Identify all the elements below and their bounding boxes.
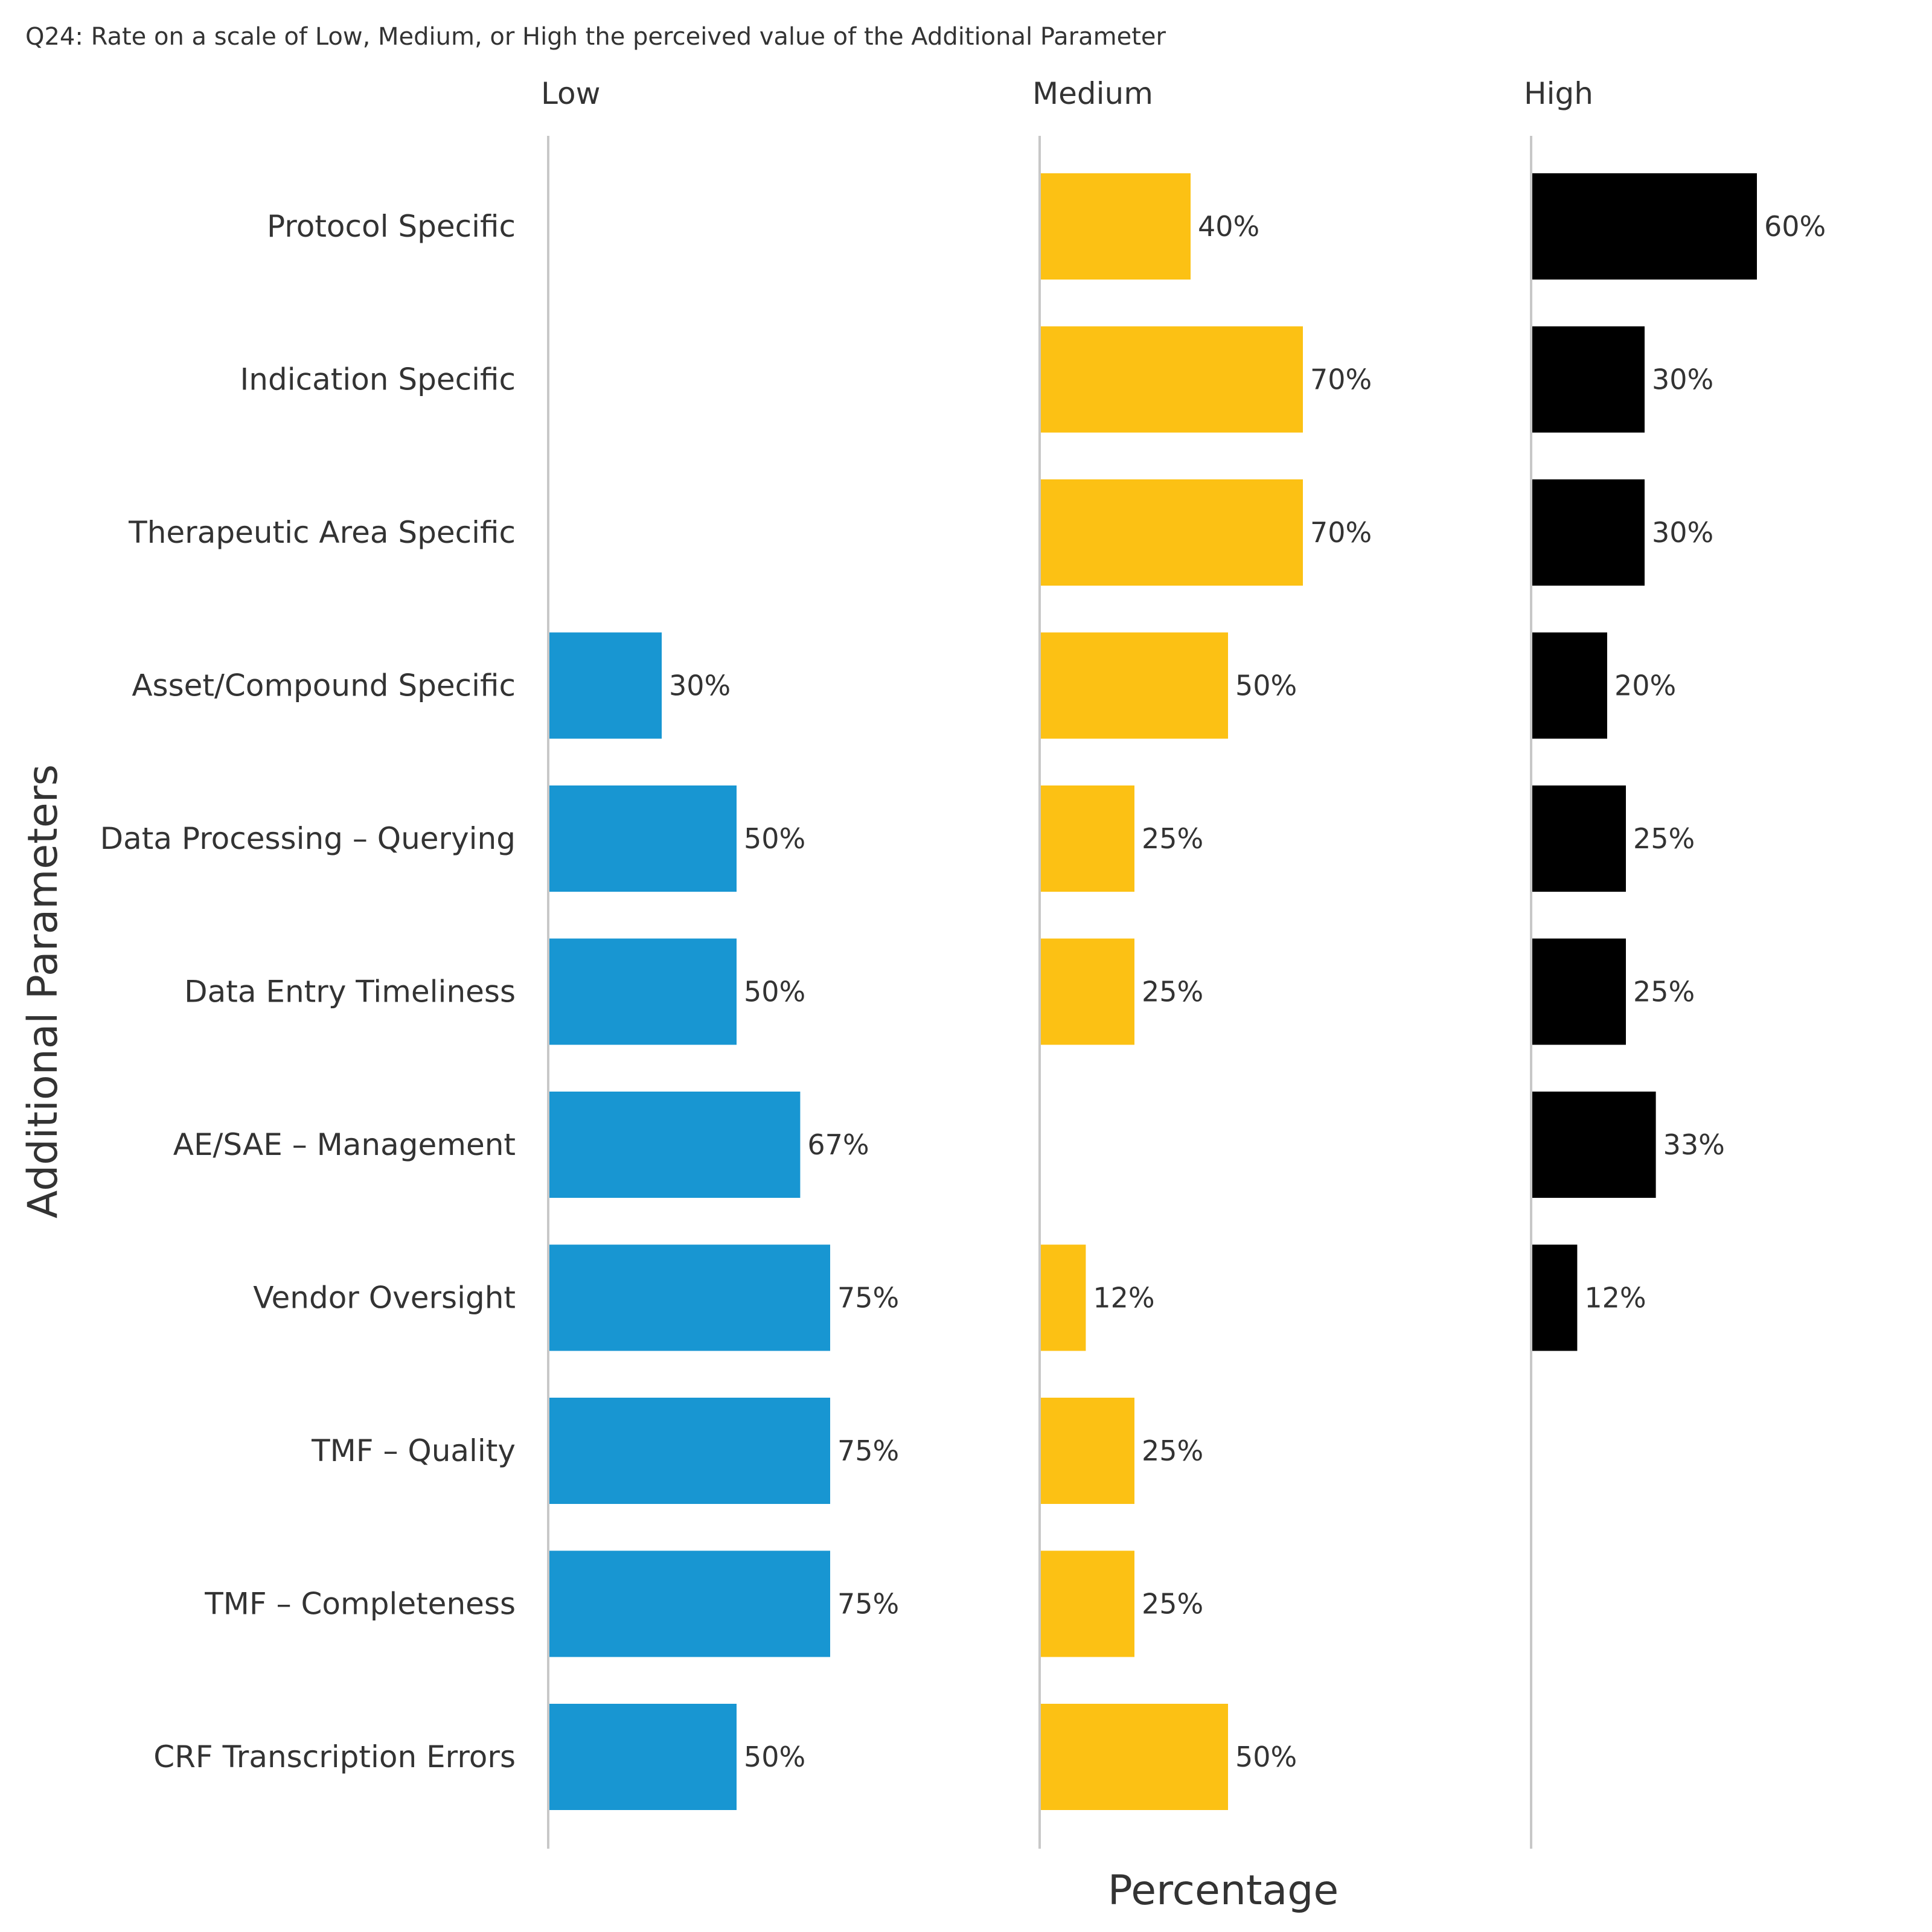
bar-medium-therapeutic-area-specific xyxy=(1041,479,1303,586)
value-label-high-data-entry-timeliness: 25% xyxy=(1633,976,1695,1008)
category-label-protocol-specific: Protocol Specific xyxy=(267,209,516,244)
value-label-high-asset-compound-specific: 20% xyxy=(1614,670,1676,702)
category-label-tmf-quality: TMF – Quality xyxy=(311,1433,516,1468)
bar-medium-asset-compound-specific xyxy=(1041,632,1228,739)
category-label-indication-specific: Indication Specific xyxy=(240,362,516,397)
bar-medium-data-processing-querying xyxy=(1041,785,1134,892)
bar-low-tmf-completeness xyxy=(549,1550,830,1657)
category-label-therapeutic-area-specific: Therapeutic Area Specific xyxy=(128,515,516,550)
category-label-data-entry-timeliness: Data Entry Timeliness xyxy=(184,974,516,1009)
value-label-medium-tmf-completeness: 25% xyxy=(1142,1588,1203,1620)
bar-high-indication-specific xyxy=(1532,326,1645,433)
bar-high-data-processing-querying xyxy=(1532,785,1626,892)
value-label-medium-asset-compound-specific: 50% xyxy=(1235,670,1297,702)
value-label-low-data-entry-timeliness: 50% xyxy=(744,976,805,1008)
y-axis-title: Additional Parameters xyxy=(19,764,67,1218)
bar-high-data-entry-timeliness xyxy=(1532,938,1626,1045)
bar-high-protocol-specific xyxy=(1532,173,1757,280)
value-label-medium-protocol-specific: 40% xyxy=(1198,210,1259,243)
bar-medium-tmf-quality xyxy=(1041,1398,1134,1504)
bar-low-tmf-quality xyxy=(549,1398,830,1504)
value-label-low-crf-transcription-errors: 50% xyxy=(744,1741,805,1773)
bar-medium-indication-specific xyxy=(1041,326,1303,433)
category-label-tmf-completeness: TMF – Completeness xyxy=(204,1587,516,1622)
value-label-medium-indication-specific: 70% xyxy=(1310,363,1372,396)
value-label-high-protocol-specific: 60% xyxy=(1764,210,1826,243)
bar-low-asset-compound-specific xyxy=(549,632,662,739)
value-label-low-tmf-quality: 75% xyxy=(837,1435,899,1467)
value-label-medium-data-processing-querying: 25% xyxy=(1142,822,1203,855)
plot-area: Protocol Specific Indication Specific Ther… xyxy=(100,76,1826,1849)
category-label-asset-compound-specific: Asset/Compound Specific xyxy=(132,668,516,703)
value-label-medium-data-entry-timeliness: 25% xyxy=(1142,976,1203,1008)
panel-header-medium: Medium xyxy=(1032,76,1153,111)
value-label-low-vendor-oversight: 75% xyxy=(837,1282,899,1314)
bar-medium-vendor-oversight xyxy=(1041,1244,1086,1351)
value-label-low-data-processing-querying: 50% xyxy=(744,822,805,855)
bar-medium-protocol-specific xyxy=(1041,173,1191,280)
bar-low-vendor-oversight xyxy=(549,1244,830,1351)
bar-medium-crf-transcription-errors xyxy=(1041,1704,1228,1810)
value-label-low-tmf-completeness: 75% xyxy=(837,1588,899,1620)
x-axis-title: Percentage xyxy=(1108,1867,1339,1914)
value-label-medium-therapeutic-area-specific: 70% xyxy=(1310,516,1372,549)
value-label-high-therapeutic-area-specific: 30% xyxy=(1652,516,1713,549)
value-label-high-ae-sae-management: 33% xyxy=(1663,1128,1725,1161)
category-label-vendor-oversight: Vendor Oversight xyxy=(253,1281,516,1316)
value-label-medium-tmf-quality: 25% xyxy=(1142,1435,1203,1467)
value-label-medium-vendor-oversight: 12% xyxy=(1093,1282,1154,1314)
category-label-crf-transcription-errors: CRF Transcription Errors xyxy=(153,1739,516,1774)
value-label-low-ae-sae-management: 67% xyxy=(807,1128,869,1161)
category-label-data-processing-querying: Data Processing – Querying xyxy=(100,821,516,856)
value-label-high-data-processing-querying: 25% xyxy=(1633,822,1695,855)
bar-low-crf-transcription-errors xyxy=(549,1704,737,1810)
bar-high-ae-sae-management xyxy=(1532,1092,1656,1198)
value-label-low-asset-compound-specific: 30% xyxy=(669,670,731,702)
bar-high-asset-compound-specific xyxy=(1532,632,1607,739)
value-label-high-indication-specific: 30% xyxy=(1652,363,1713,396)
value-label-high-vendor-oversight: 12% xyxy=(1584,1282,1646,1314)
bar-medium-data-entry-timeliness xyxy=(1041,938,1134,1045)
bar-high-therapeutic-area-specific xyxy=(1532,479,1645,586)
panel-header-low: Low xyxy=(541,76,600,111)
bar-low-ae-sae-management xyxy=(549,1092,801,1198)
chart-title: Q24: Rate on a scale of Low, Medium, or … xyxy=(25,23,1166,51)
value-label-medium-crf-transcription-errors: 50% xyxy=(1235,1741,1297,1773)
bar-medium-tmf-completeness xyxy=(1041,1550,1134,1657)
category-label-ae-sae-management: AE/SAE – Management xyxy=(173,1127,516,1162)
bar-high-vendor-oversight xyxy=(1532,1244,1578,1351)
bar-low-data-entry-timeliness xyxy=(549,938,737,1045)
bar-low-data-processing-querying xyxy=(549,785,737,892)
panel-header-high: High xyxy=(1524,76,1593,111)
